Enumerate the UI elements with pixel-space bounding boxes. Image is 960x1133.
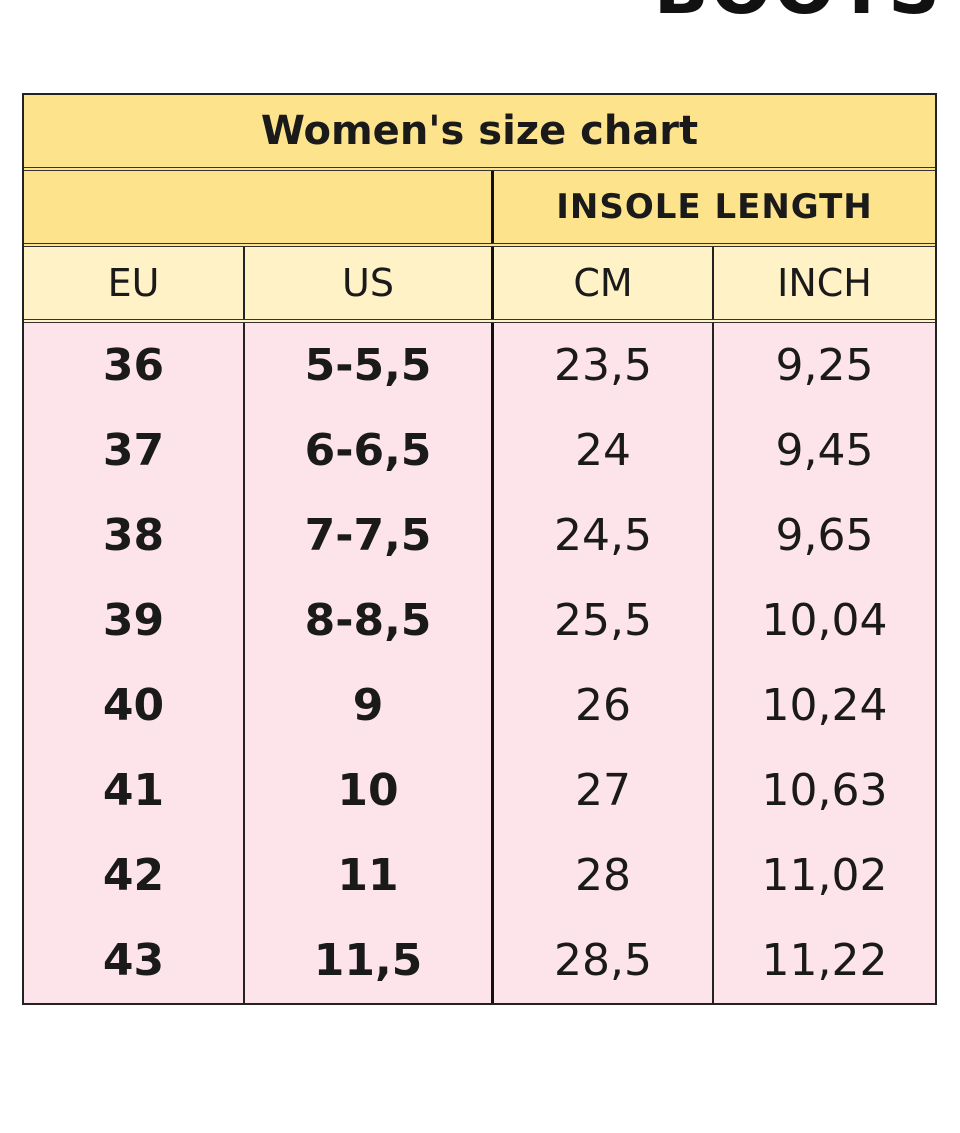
table-cell: 25,5 (494, 578, 714, 663)
table-cell: 40 (24, 663, 245, 748)
table-cell: 9 (245, 663, 494, 748)
table-row: 42 11 28 11,02 (24, 833, 935, 918)
table-cell: 10,24 (761, 680, 888, 731)
table-cell: 9,65 (775, 510, 874, 561)
table-cell: 43 (24, 918, 245, 1003)
table-row: 38 7-7,5 24,5 9,65 (24, 493, 935, 578)
table-cell: 11,22 (761, 935, 888, 986)
table-cell: 41 (24, 748, 245, 833)
table-cell: 37 (24, 408, 245, 493)
group-header: INSOLE LENGTH (556, 187, 873, 227)
table-cell: 9,45 (775, 425, 874, 476)
column-header: CM (494, 247, 714, 319)
table-row: 36 5-5,5 23,5 9,25 (24, 323, 935, 408)
table-cell: 7-7,5 (245, 493, 494, 578)
table-cell: 10,63 (761, 765, 888, 816)
table-cell: 23,5 (494, 323, 714, 408)
table-cell: 8-8,5 (245, 578, 494, 663)
table-cell: 10,04 (761, 595, 888, 646)
size-table: Women's size chart INSOLE LENGTH EU US CM I… (22, 93, 937, 1005)
table-cell: 5-5,5 (245, 323, 494, 408)
table-cell: 11,5 (245, 918, 494, 1003)
empty-header-cell (24, 171, 494, 243)
column-header: US (245, 247, 494, 319)
table-cell: 27 (494, 748, 714, 833)
table-cell: 24 (494, 408, 714, 493)
column-header: INCH (777, 261, 872, 305)
table-cell: 42 (24, 833, 245, 918)
table-cell: 11 (245, 833, 494, 918)
table-cell: 28,5 (494, 918, 714, 1003)
table-cell: 24,5 (494, 493, 714, 578)
table-cell: 38 (24, 493, 245, 578)
table-row: 37 6-6,5 24 9,45 (24, 408, 935, 493)
table-row: 41 10 27 10,63 (24, 748, 935, 833)
table-row: 39 8-8,5 25,5 10,04 (24, 578, 935, 663)
table-row: 43 11,5 28,5 11,22 (24, 918, 935, 1003)
table-cell: 28 (494, 833, 714, 918)
table-cell: 9,25 (775, 340, 874, 391)
table-body: 36 5-5,5 23,5 9,25 37 6-6,5 24 9,45 38 7-7,5 24,5 9… (24, 323, 935, 1003)
table-cell: 36 (24, 323, 245, 408)
group-header-row: INSOLE LENGTH (24, 171, 935, 247)
column-header: EU (24, 247, 245, 319)
table-cell: 26 (494, 663, 714, 748)
table-cell: 10 (245, 748, 494, 833)
brand-text: BOOTS (654, 0, 942, 24)
table-cell: 11,02 (761, 850, 888, 901)
table-cell: 6-6,5 (245, 408, 494, 493)
column-header-row: EU US CM INCH (24, 247, 935, 323)
table-cell: 39 (24, 578, 245, 663)
table-row: 40 9 26 10,24 (24, 663, 935, 748)
table-title: Women's size chart (24, 95, 935, 171)
